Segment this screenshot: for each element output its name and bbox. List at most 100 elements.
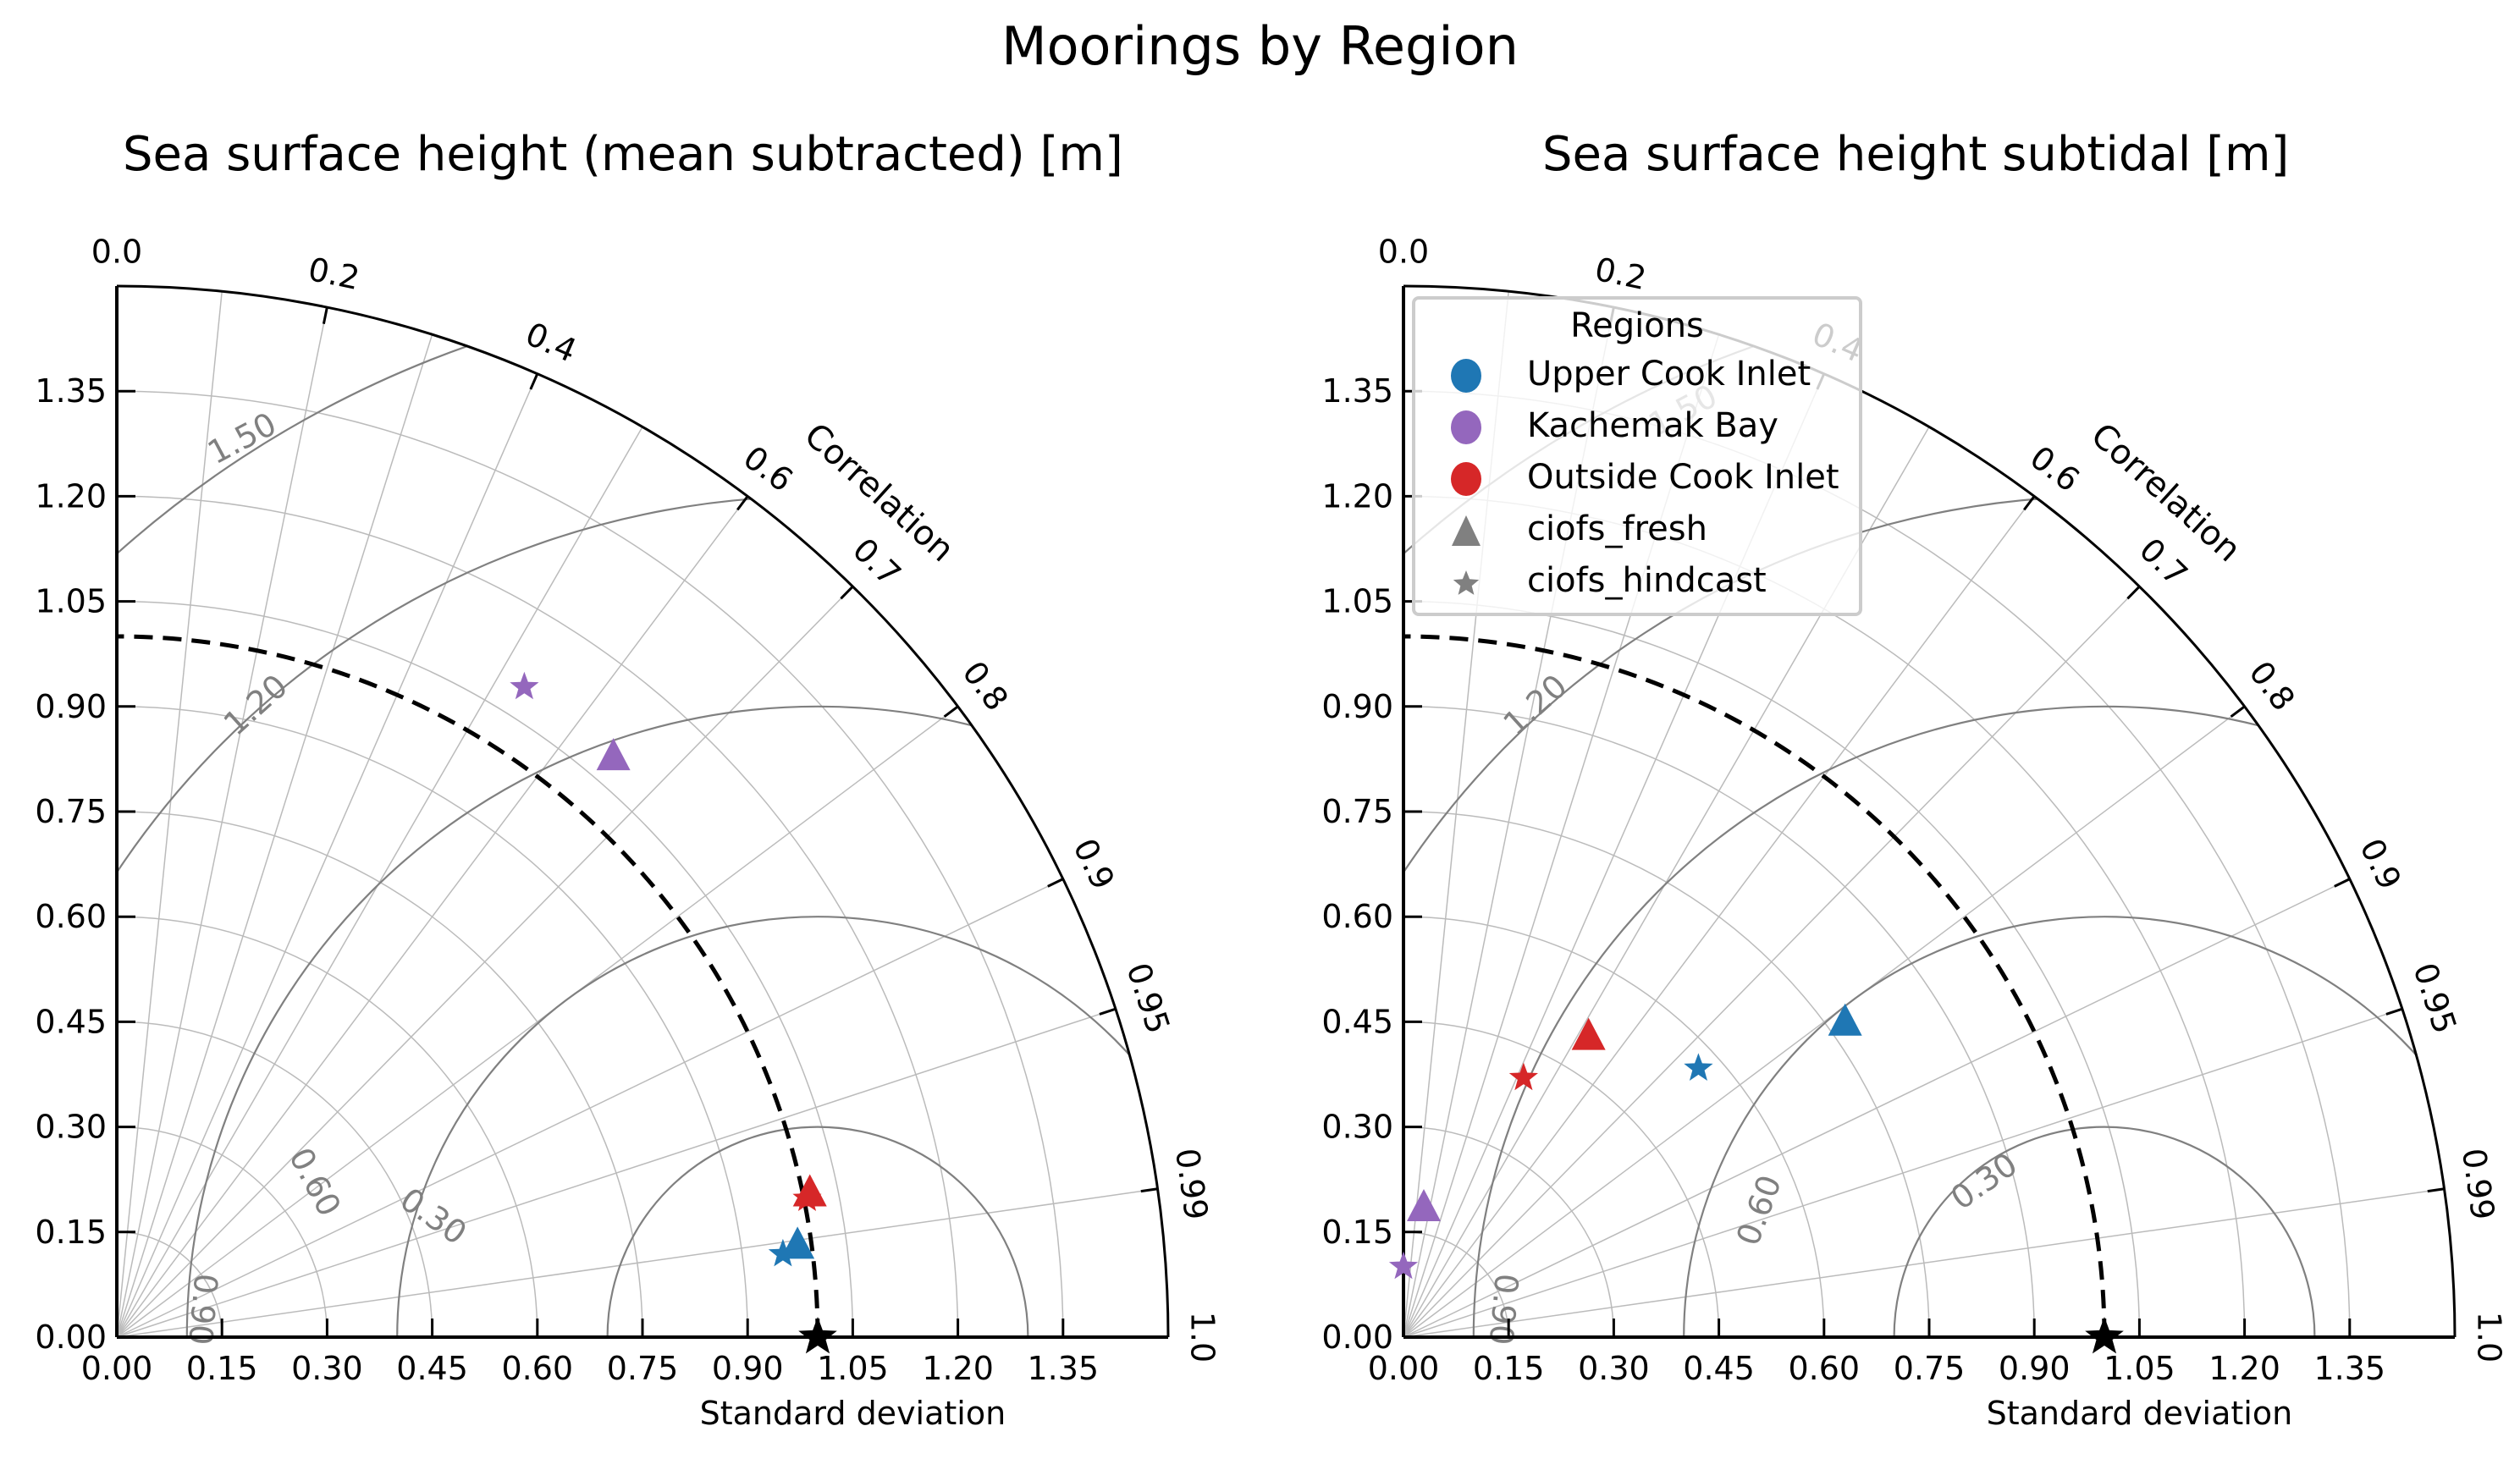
corr-tick-label: 0.2 bbox=[1591, 251, 1649, 297]
rms-contour-label: 0.90 bbox=[1482, 1272, 1525, 1346]
y-tick-label: 0.45 bbox=[35, 1003, 107, 1040]
x-tick-label: 0.30 bbox=[291, 1350, 363, 1387]
corr-grid-line bbox=[116, 586, 853, 1338]
corr-grid-line bbox=[116, 1008, 1117, 1338]
corr-tick bbox=[529, 373, 539, 390]
std-grid-arc bbox=[116, 916, 538, 1338]
corr-tick bbox=[736, 495, 749, 511]
rms-contour-label: 0.90 bbox=[181, 1272, 224, 1346]
legend: Regions Upper Cook Inlet Kachemak Bay Ou… bbox=[1412, 296, 1862, 616]
corr-tick bbox=[943, 705, 959, 718]
corr-tick-label: 1.0 bbox=[1184, 1312, 1221, 1363]
corr-grid-line bbox=[116, 291, 223, 1338]
y-tick-label: 0.30 bbox=[35, 1109, 107, 1146]
y-tick-label: 1.05 bbox=[35, 583, 107, 620]
corr-tick-label: 0.8 bbox=[2242, 654, 2302, 718]
corr-grid-line bbox=[1403, 1008, 2403, 1338]
corr-grid-line bbox=[116, 878, 1064, 1338]
reference-point-star bbox=[798, 1317, 837, 1354]
x-tick-label: 0.45 bbox=[1683, 1350, 1755, 1387]
corr-tick bbox=[1140, 1187, 1158, 1193]
x-axis-label: Standard deviation bbox=[1987, 1395, 2293, 1432]
circle-marker-icon bbox=[1451, 359, 1481, 393]
corr-tick bbox=[1099, 1007, 1117, 1016]
x-tick-label: 1.05 bbox=[2104, 1350, 2175, 1387]
x-tick-label: 1.05 bbox=[817, 1350, 889, 1387]
y-tick-label: 0.15 bbox=[1321, 1214, 1393, 1251]
correlation-axis-arc bbox=[116, 284, 1170, 1338]
rms-contour-label: 0.60 bbox=[282, 1142, 349, 1222]
y-tick-label: 1.35 bbox=[1321, 372, 1393, 410]
y-tick-label: 1.20 bbox=[1321, 477, 1393, 515]
y-tick-label: 1.35 bbox=[35, 372, 107, 410]
x-tick-label: 1.35 bbox=[2313, 1350, 2385, 1387]
data-point-triangle bbox=[780, 1226, 815, 1259]
corr-grid-line bbox=[116, 306, 328, 1338]
std-grid-arc bbox=[116, 390, 1064, 1338]
x-tick-label: 0.00 bbox=[1368, 1350, 1440, 1387]
legend-label: ciofs_fresh bbox=[1527, 509, 1707, 548]
corr-grid-line bbox=[1403, 586, 2140, 1338]
corr-tick-label: 0.99 bbox=[1168, 1146, 1215, 1222]
corr-grid-line bbox=[1403, 495, 2035, 1338]
corr-grid-line bbox=[116, 427, 643, 1338]
y-tick-label: 0.60 bbox=[1321, 898, 1393, 935]
std-grid-arc bbox=[1403, 1021, 1720, 1338]
star-marker-icon bbox=[1453, 570, 1480, 595]
x-tick-label: 0.60 bbox=[501, 1350, 573, 1387]
y-tick-label: 0.75 bbox=[1321, 793, 1393, 830]
std-grid-arc bbox=[116, 495, 959, 1338]
std-grid-arc bbox=[1403, 600, 2141, 1338]
corr-grid-line bbox=[116, 1188, 1158, 1338]
std-grid-arc bbox=[116, 1021, 433, 1338]
rms-contour bbox=[1403, 495, 2455, 1337]
corr-tick-label: 0.4 bbox=[521, 315, 582, 370]
data-point-star bbox=[1684, 1053, 1713, 1081]
corr-tick-label: 0.95 bbox=[2406, 958, 2463, 1038]
rms-contour-label: 1.20 bbox=[1496, 667, 1574, 742]
std-grid-arc bbox=[1403, 1126, 1615, 1338]
std-grid-arc bbox=[1403, 916, 1825, 1338]
x-tick-label: 0.90 bbox=[712, 1350, 784, 1387]
y-tick-label: 0.60 bbox=[35, 898, 107, 935]
y-tick-label: 0.90 bbox=[1321, 688, 1393, 725]
data-point-star bbox=[1508, 1062, 1538, 1091]
y-tick-label: 1.05 bbox=[1321, 583, 1393, 620]
corr-tick-label: 0.0 bbox=[1378, 234, 1429, 271]
reference-std-arc bbox=[116, 634, 820, 1338]
data-point-triangle bbox=[1571, 1017, 1606, 1050]
data-point-star bbox=[510, 671, 539, 700]
corr-tick-label: 1.0 bbox=[2471, 1312, 2508, 1363]
y-tick-label: 1.20 bbox=[35, 477, 107, 515]
y-tick-label: 0.75 bbox=[35, 793, 107, 830]
x-tick-label: 0.15 bbox=[186, 1350, 258, 1387]
corr-tick bbox=[2126, 585, 2141, 600]
rms-contour-label: 1.50 bbox=[201, 405, 282, 472]
std-grid-arc bbox=[116, 706, 748, 1338]
corr-grid-line bbox=[116, 706, 959, 1338]
corr-tick bbox=[2334, 878, 2351, 888]
corr-grid-line bbox=[1403, 706, 2246, 1338]
corr-grid-line bbox=[116, 373, 538, 1338]
x-tick-label: 0.45 bbox=[396, 1350, 468, 1387]
data-point-triangle bbox=[792, 1174, 827, 1207]
data-point-triangle bbox=[1406, 1189, 1441, 1222]
corr-tick-label: 0.2 bbox=[305, 251, 362, 297]
corr-tick bbox=[322, 306, 328, 324]
reference-point-star bbox=[2085, 1317, 2124, 1354]
triangle-marker-icon bbox=[1452, 515, 1481, 546]
legend-label: Outside Cook Inlet bbox=[1527, 458, 1839, 497]
data-point-triangle bbox=[1828, 1003, 1862, 1036]
corr-tick-label: 0.7 bbox=[846, 531, 908, 593]
x-axis-label: Standard deviation bbox=[700, 1395, 1006, 1432]
figure-title: Moorings by Region bbox=[1001, 15, 1519, 77]
circle-marker-icon bbox=[1451, 410, 1481, 444]
corr-tick-label: 0.6 bbox=[2023, 438, 2087, 498]
rms-contour-label: 0.60 bbox=[1729, 1170, 1789, 1251]
legend-title: Regions bbox=[1570, 306, 1704, 345]
x-tick-label: 1.20 bbox=[922, 1350, 994, 1387]
x-tick-label: 0.75 bbox=[607, 1350, 679, 1387]
legend-item-ciofs-hindcast: ciofs_hindcast bbox=[1415, 559, 1859, 609]
x-tick-label: 0.60 bbox=[1788, 1350, 1860, 1387]
corr-tick-label: 0.8 bbox=[955, 654, 1015, 718]
